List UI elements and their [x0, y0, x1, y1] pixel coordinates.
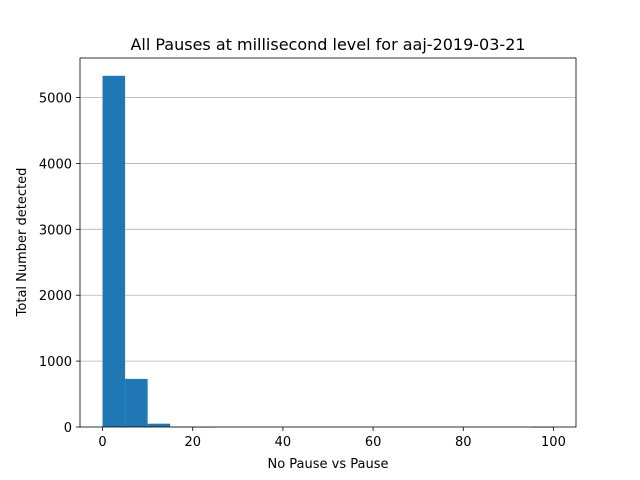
- grid-lines: [80, 97, 576, 362]
- x-tick-label-0: 0: [98, 435, 106, 450]
- y-tick-label-0: 0: [64, 421, 72, 436]
- y-tick-label-5: 5000: [39, 92, 72, 107]
- y-axis-label: Total Number detected: [15, 168, 30, 318]
- x-tick-label-4: 80: [455, 435, 472, 450]
- plot-area-border: [79, 57, 577, 428]
- y-tick-label-1: 1000: [39, 355, 72, 370]
- x-tick-label-5: 100: [541, 435, 566, 450]
- histogram-bars: [102, 75, 554, 428]
- x-tick-label-3: 60: [365, 435, 382, 450]
- x-axis-ticks: 0 20 40 60 80 100: [98, 427, 566, 450]
- y-tick-label-3: 3000: [39, 223, 72, 238]
- x-tick-label-2: 40: [275, 435, 292, 450]
- histogram-bar-1: [125, 378, 148, 427]
- x-axis-label: No Pause vs Pause: [267, 457, 388, 472]
- histogram-bar-2: [147, 423, 171, 427]
- y-tick-label-4: 4000: [39, 157, 72, 172]
- chart-title: All Pauses at millisecond level for aaj-…: [130, 35, 525, 54]
- axes-frame: [79, 57, 577, 428]
- histogram-bar-0: [102, 75, 126, 427]
- y-tick-label-2: 2000: [39, 289, 72, 304]
- x-tick-label-1: 20: [184, 435, 201, 450]
- y-axis-ticks: 0 1000 2000 3000 4000 5000: [39, 92, 80, 436]
